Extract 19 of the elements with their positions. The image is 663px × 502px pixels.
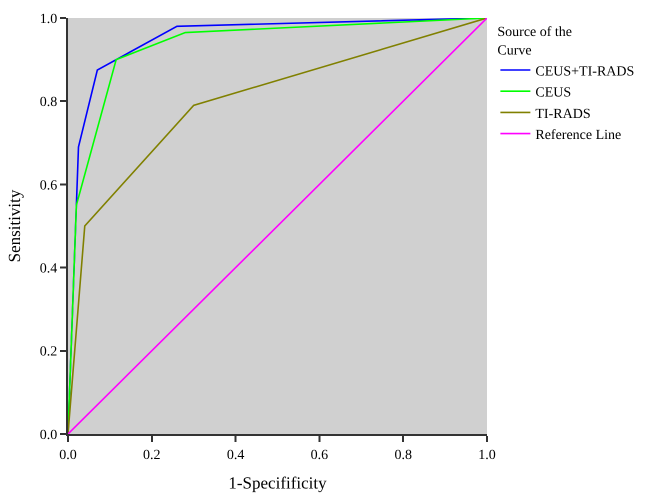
x-axis-title: 1-Specifificity — [228, 474, 328, 493]
legend-label: Reference Line — [535, 128, 622, 144]
y-tick-label: 0.2 — [40, 344, 58, 360]
x-tick-label: 1.0 — [478, 448, 496, 463]
x-tick-label: 0.2 — [143, 448, 161, 463]
legend-title: Source of the Curve — [497, 25, 572, 58]
y-tick-label: 0.0 — [40, 428, 58, 443]
legend-label: TI-RADS — [535, 106, 591, 122]
x-tick-label: 0.8 — [394, 448, 412, 463]
x-tick-label: 0.4 — [226, 448, 244, 463]
x-tick-label: 0.6 — [310, 448, 328, 463]
legend-label: CEUS+TI-RADS — [535, 64, 634, 80]
y-tick-label: 0.8 — [40, 95, 58, 110]
y-tick-label: 1.0 — [40, 12, 58, 27]
y-tick-label: 0.4 — [40, 262, 58, 276]
legend-label: CEUS — [535, 86, 572, 101]
y-axis-title: Sensitivity — [4, 189, 24, 262]
y-tick-label: 0.6 — [40, 178, 58, 194]
x-tick-label: 0.0 — [59, 448, 77, 463]
